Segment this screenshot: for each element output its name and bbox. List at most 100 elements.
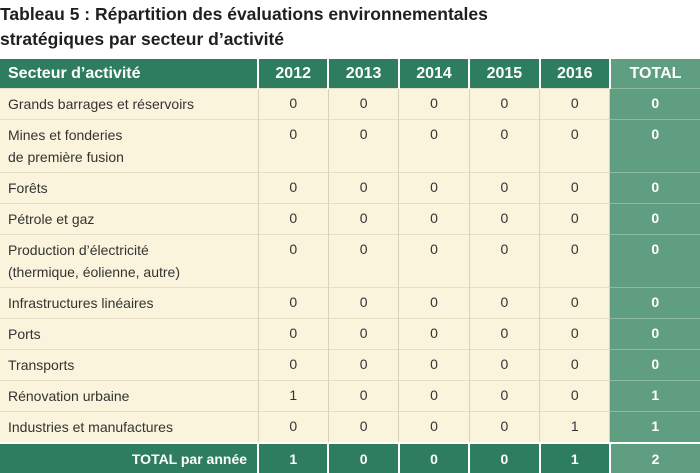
value-cell: 0 xyxy=(469,88,541,120)
value-cell: 0 xyxy=(258,203,329,235)
value-cell: 0 xyxy=(398,349,470,381)
row-total-cell: 1 xyxy=(609,380,700,412)
value-cell: 0 xyxy=(539,203,611,235)
value-cell: 0 xyxy=(469,203,541,235)
table-caption: Tableau 5 : Répartition des évaluations … xyxy=(0,0,700,55)
value-cell: 0 xyxy=(398,411,470,443)
value-cell: 0 xyxy=(398,234,470,288)
header-row: Secteur d’activité 2012 2013 2014 2015 2… xyxy=(0,59,700,89)
value-cell: 0 xyxy=(258,172,329,204)
value-cell: 0 xyxy=(328,172,400,204)
sector-label-line: Transports xyxy=(8,357,75,373)
header-sector: Secteur d’activité xyxy=(0,59,260,89)
value-cell: 0 xyxy=(258,349,329,381)
value-cell: 0 xyxy=(258,234,329,288)
sector-label-line: Rénovation urbaine xyxy=(8,388,130,404)
value-cell: 0 xyxy=(328,411,400,443)
value-cell: 0 xyxy=(469,318,541,350)
value-cell: 0 xyxy=(398,287,470,319)
table-row: Pétrole et gaz 0 0 0 0 0 0 xyxy=(0,203,700,235)
caption-line-1: Tableau 5 : Répartition des évaluations … xyxy=(0,4,488,24)
value-cell: 0 xyxy=(398,318,470,350)
footer-row: TOTAL par année 1 0 0 0 1 2 xyxy=(0,442,700,473)
sector-cell: Infrastructures linéaires xyxy=(0,287,259,319)
value-cell: 0 xyxy=(469,234,541,288)
value-cell: 0 xyxy=(258,88,329,120)
table-row: Industries et manufactures 0 0 0 0 1 1 xyxy=(0,411,700,443)
sector-label-line: de première fusion xyxy=(8,149,124,165)
footer-value: 0 xyxy=(328,442,400,473)
sector-cell: Transports xyxy=(0,349,259,381)
table-row: Production d’électricité (thermique, éoli… xyxy=(0,234,700,288)
sector-cell: Rénovation urbaine xyxy=(0,380,259,412)
table-row: Mines et fonderies de première fusion 0 0 0 0… xyxy=(0,119,700,173)
sector-cell: Industries et manufactures xyxy=(0,411,259,443)
sector-cell: Pétrole et gaz xyxy=(0,203,259,235)
table-row: Transports 0 0 0 0 0 0 xyxy=(0,349,700,381)
row-total-cell: 0 xyxy=(609,203,700,235)
value-cell: 0 xyxy=(258,411,329,443)
sector-cell: Grands barrages et réservoirs xyxy=(0,88,259,120)
row-total-cell: 0 xyxy=(609,172,700,204)
value-cell: 0 xyxy=(328,349,400,381)
row-total-cell: 0 xyxy=(609,287,700,319)
value-cell: 0 xyxy=(539,88,611,120)
header-year-2016: 2016 xyxy=(539,59,611,89)
value-cell: 0 xyxy=(469,411,541,443)
value-cell: 0 xyxy=(398,172,470,204)
row-total-cell: 0 xyxy=(609,349,700,381)
value-cell: 0 xyxy=(539,287,611,319)
table-row: Infrastructures linéaires 0 0 0 0 0 0 xyxy=(0,287,700,319)
row-total-cell: 0 xyxy=(609,234,700,288)
footer-value: 1 xyxy=(539,442,611,473)
row-total-cell: 1 xyxy=(609,411,700,443)
value-cell: 0 xyxy=(469,119,541,173)
value-cell: 0 xyxy=(328,287,400,319)
footer-value: 1 xyxy=(258,442,330,473)
value-cell: 0 xyxy=(328,119,400,173)
table-row: Grands barrages et réservoirs 0 0 0 0 0 0 xyxy=(0,88,700,120)
row-total-cell: 0 xyxy=(609,119,700,173)
value-cell: 0 xyxy=(258,318,329,350)
value-cell: 0 xyxy=(398,203,470,235)
table-row: Ports 0 0 0 0 0 0 xyxy=(0,318,700,350)
footer-grand-total: 2 xyxy=(609,442,700,473)
sector-label-line: Pétrole et gaz xyxy=(8,211,95,227)
sector-cell: Forêts xyxy=(0,172,259,204)
sector-cell: Production d’électricité (thermique, éoli… xyxy=(0,234,259,288)
value-cell: 1 xyxy=(258,380,329,412)
value-cell: 0 xyxy=(539,380,611,412)
header-total: TOTAL xyxy=(609,59,700,89)
sector-label-line: Mines et fonderies xyxy=(8,127,123,143)
footer-label: TOTAL par année xyxy=(0,442,260,473)
row-total-cell: 0 xyxy=(609,88,700,120)
value-cell: 0 xyxy=(539,318,611,350)
sector-label-line: Production d’électricité xyxy=(8,242,149,258)
sector-label-line: (thermique, éolienne, autre) xyxy=(8,264,180,280)
value-cell: 0 xyxy=(398,88,470,120)
value-cell: 0 xyxy=(328,234,400,288)
sector-label-line: Ports xyxy=(8,326,41,342)
value-cell: 0 xyxy=(539,234,611,288)
value-cell: 0 xyxy=(539,172,611,204)
header-year-2013: 2013 xyxy=(328,59,400,89)
header-year-2012: 2012 xyxy=(258,59,330,89)
sector-table: Secteur d’activité 2012 2013 2014 2015 2… xyxy=(0,59,700,473)
table-row: Forêts 0 0 0 0 0 0 xyxy=(0,172,700,204)
value-cell: 0 xyxy=(539,119,611,173)
sector-cell: Mines et fonderies de première fusion xyxy=(0,119,259,173)
sector-label-line: Grands barrages et réservoirs xyxy=(8,96,194,112)
value-cell: 0 xyxy=(328,203,400,235)
value-cell: 0 xyxy=(539,349,611,381)
footer-value: 0 xyxy=(469,442,541,473)
value-cell: 0 xyxy=(398,119,470,173)
value-cell: 1 xyxy=(539,411,611,443)
sector-label-line: Forêts xyxy=(8,180,48,196)
value-cell: 0 xyxy=(469,172,541,204)
table-row: Rénovation urbaine 1 0 0 0 0 1 xyxy=(0,380,700,412)
value-cell: 0 xyxy=(328,318,400,350)
value-cell: 0 xyxy=(398,380,470,412)
caption-line-2: stratégiques par secteur d’activité xyxy=(0,29,284,49)
value-cell: 0 xyxy=(258,119,329,173)
value-cell: 0 xyxy=(469,380,541,412)
